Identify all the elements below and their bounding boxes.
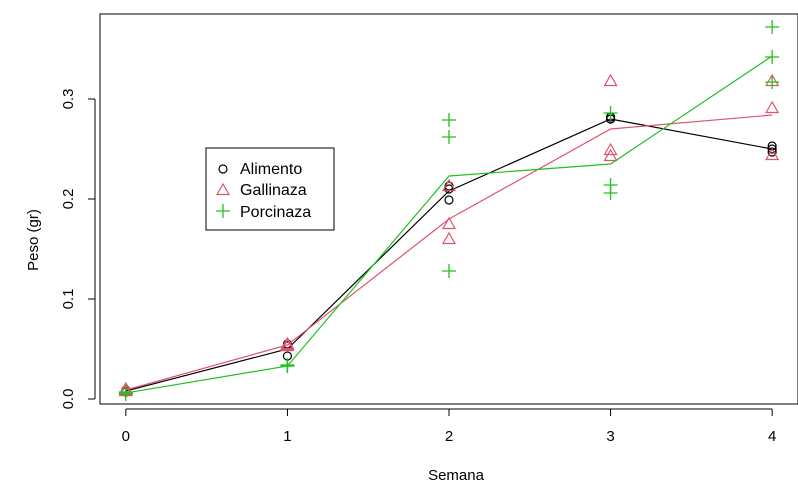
series-line-porcinaza bbox=[125, 55, 773, 394]
y-tick-label: 0.0 bbox=[60, 389, 77, 410]
y-tick-label: 0.1 bbox=[60, 289, 77, 310]
data-point-gallinaza bbox=[603, 142, 618, 156]
x-tick-label: 3 bbox=[606, 428, 614, 445]
y-axis: 0.0 0.1 0.2 0.3 bbox=[60, 89, 96, 410]
y-tick-label: 0.2 bbox=[60, 189, 77, 210]
x-tick-label: 1 bbox=[283, 428, 291, 445]
legend-marker-gallinaza bbox=[215, 182, 231, 196]
data-point-gallinaza bbox=[603, 148, 618, 162]
data-point-alimento bbox=[444, 184, 454, 194]
data-point-gallinaza bbox=[280, 338, 295, 352]
legend-label-gallinaza: Gallinaza bbox=[240, 182, 307, 199]
data-point-porcinaza bbox=[603, 106, 618, 120]
data-point-gallinaza bbox=[441, 231, 457, 245]
series-layer bbox=[118, 20, 780, 401]
data-point-gallinaza bbox=[765, 100, 780, 114]
data-point-porcinaza bbox=[442, 113, 456, 127]
legend-marker-porcinaza bbox=[216, 204, 230, 218]
plot-frame bbox=[99, 13, 798, 405]
data-point-alimento bbox=[767, 144, 777, 154]
data-point-porcinaza bbox=[765, 50, 780, 64]
data-point-gallinaza bbox=[441, 216, 457, 230]
data-point-porcinaza bbox=[765, 20, 780, 34]
legend-label-alimento: Alimento bbox=[240, 161, 302, 178]
data-point-porcinaza bbox=[765, 75, 780, 89]
series-porcinaza bbox=[118, 20, 780, 401]
legend-label-porcinaza: Porcinaza bbox=[240, 204, 311, 221]
legend: Alimento Gallinaza Porcinaza bbox=[205, 147, 335, 231]
data-point-porcinaza bbox=[442, 130, 456, 144]
x-tick-label: 4 bbox=[768, 428, 776, 445]
data-point-porcinaza bbox=[118, 387, 133, 401]
data-point-gallinaza bbox=[603, 73, 618, 87]
data-point-porcinaza bbox=[442, 264, 456, 278]
legend-marker-alimento bbox=[218, 164, 228, 174]
data-point-gallinaza bbox=[765, 147, 780, 161]
x-axis: 0 1 2 3 4 bbox=[122, 408, 776, 445]
data-point-alimento bbox=[444, 195, 454, 205]
data-point-gallinaza bbox=[441, 178, 457, 192]
legend-box bbox=[205, 147, 335, 231]
data-point-porcinaza bbox=[280, 359, 295, 373]
y-axis-title: Peso (gr) bbox=[25, 209, 42, 271]
data-point-porcinaza bbox=[603, 178, 618, 192]
x-tick-label: 2 bbox=[445, 428, 453, 445]
x-axis-title: Semana bbox=[428, 467, 485, 484]
x-tick-label: 0 bbox=[122, 428, 130, 445]
y-tick-label: 0.3 bbox=[60, 89, 77, 110]
